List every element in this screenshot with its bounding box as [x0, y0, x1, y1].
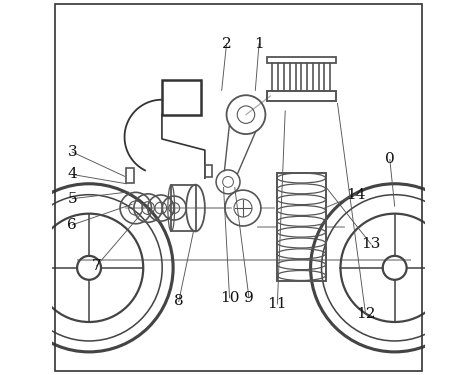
Text: 0: 0	[384, 153, 394, 166]
Text: 5: 5	[67, 192, 77, 206]
Text: 14: 14	[346, 188, 365, 202]
Text: 3: 3	[67, 145, 77, 159]
Text: 11: 11	[267, 297, 287, 311]
Text: 8: 8	[174, 294, 183, 309]
Text: 9: 9	[244, 291, 253, 305]
Text: 1: 1	[254, 37, 263, 51]
Bar	[277, 172, 325, 281]
Text: 6: 6	[67, 218, 77, 232]
Text: 2: 2	[221, 37, 231, 51]
Bar	[266, 91, 335, 101]
Text: 13: 13	[361, 237, 380, 251]
Bar	[125, 168, 134, 183]
Bar	[171, 185, 195, 231]
Bar	[266, 57, 335, 63]
Text: 4: 4	[67, 167, 77, 182]
Text: 10: 10	[219, 291, 239, 305]
Bar	[161, 80, 201, 115]
Text: 7: 7	[91, 259, 101, 273]
Bar	[205, 165, 211, 177]
Text: 12: 12	[355, 307, 375, 321]
